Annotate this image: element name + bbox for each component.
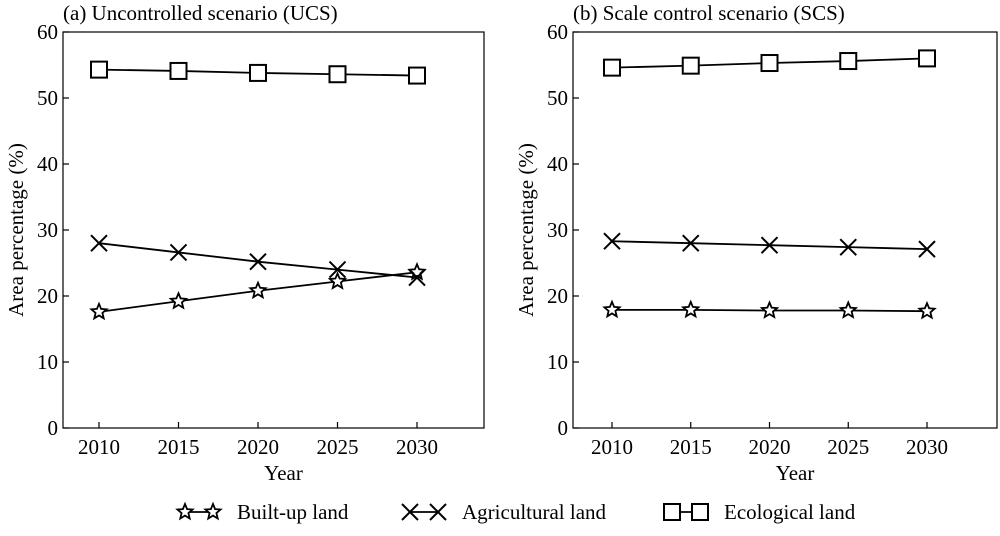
y-tick-label: 10 [37,350,58,374]
series-x [90,234,426,287]
y-tick-label: 0 [48,416,59,440]
x-marker-stroke [90,234,108,252]
data-point [90,60,108,79]
y-tick-label: 20 [547,284,568,308]
data-point [603,232,621,250]
y-tick-label: 60 [37,20,58,44]
x-tick-label: 2010 [78,435,120,459]
x-tick-label: 2030 [906,435,948,459]
data-point [89,301,109,321]
x-marker-stroke [169,243,188,262]
x-marker-stroke [760,236,779,254]
series-star [89,261,427,321]
x-marker-stroke [603,232,621,250]
y-axis-label: Area percentage (%) [514,143,538,317]
x-marker-stroke [401,503,419,521]
x-marker-stroke [328,260,347,279]
data-point [328,65,347,84]
data-point [760,236,779,254]
panel-title: (a) Uncontrolled scenario (UCS) [63,1,338,25]
legend-marker [663,503,681,521]
y-tick-label: 30 [547,218,568,242]
x-tick-label: 2020 [237,435,279,459]
data-point [169,61,188,80]
x-marker-stroke [839,238,857,256]
x-tick-label: 2030 [396,435,438,459]
y-tick-label: 10 [547,350,568,374]
data-point [169,243,188,262]
x-marker-stroke [682,234,700,252]
y-tick-label: 40 [547,152,568,176]
data-point [408,66,426,85]
data-point [759,300,780,319]
x-tick-label: 2010 [591,435,633,459]
data-point [90,234,108,252]
x-axis-label: Year [776,461,815,485]
x-marker-stroke [408,268,426,287]
legend-label: Built-up land [237,500,349,524]
x-tick-label: 2015 [670,435,712,459]
y-tick-label: 30 [37,218,58,242]
x-tick-label: 2025 [317,435,359,459]
legend-marker [175,501,195,521]
x-tick-label: 2015 [158,435,200,459]
y-tick-label: 50 [37,86,58,110]
legend-item: Ecological land [663,500,856,524]
data-point [682,234,700,252]
data-point [918,49,936,68]
legend-label: Agricultural land [462,500,607,524]
x-marker-stroke [249,252,267,271]
data-point [839,52,858,71]
data-point [602,299,622,319]
legend-marker [203,501,223,521]
data-point [838,300,859,319]
y-tick-label: 50 [547,86,568,110]
data-point [249,252,267,271]
x-tick-label: 2025 [827,435,869,459]
legend-label: Ecological land [724,500,856,524]
y-tick-label: 40 [37,152,58,176]
series-square [90,60,426,85]
data-point [918,240,936,258]
y-tick-label: 60 [547,20,568,44]
data-point [917,300,937,320]
data-point [603,58,621,77]
y-tick-label: 20 [37,284,58,308]
data-point [681,56,700,75]
series-x [603,232,936,258]
plot-frame [62,31,485,429]
data-point [680,299,701,319]
legend-marker [429,503,447,521]
data-point [249,63,267,82]
legend-marker [691,503,709,521]
data-point [408,268,426,287]
series-star [602,299,937,320]
data-point [839,238,857,256]
panel-title: (b) Scale control scenario (SCS) [573,1,845,25]
y-axis-label: Area percentage (%) [4,143,28,317]
data-point [760,54,779,73]
x-marker-stroke [918,240,936,258]
data-point [328,260,347,279]
x-tick-label: 2020 [749,435,791,459]
series-square [603,49,936,77]
legend: Built-up land Agricultural land Ecological… [175,500,856,524]
data-point [248,280,268,300]
data-point [327,271,348,290]
x-marker-stroke [429,503,447,521]
plot-frame [572,31,998,429]
data-point [168,290,189,310]
legend-item: Agricultural land [401,500,607,524]
x-axis-label: Year [264,461,303,485]
legend-item: Built-up land [175,500,349,524]
legend-marker [401,503,419,521]
y-tick-label: 0 [558,416,569,440]
